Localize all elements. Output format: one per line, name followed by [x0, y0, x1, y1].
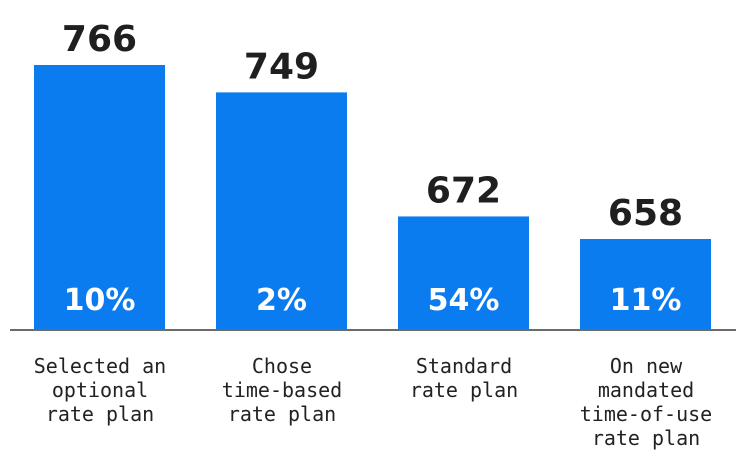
share-label-selected-optional: 10%: [64, 283, 136, 318]
bar-mandated-tou: [580, 239, 711, 329]
share-label-standard: 54%: [428, 283, 500, 318]
share-label-mandated-tou: 11%: [610, 283, 682, 318]
category-label-standard: Standard rate plan: [409, 354, 519, 402]
value-label-time-based: 749: [244, 46, 319, 87]
value-label-mandated-tou: 658: [608, 193, 683, 234]
bar-time-based: [216, 92, 347, 329]
category-label-selected-optional: Selected an optional rate plan: [33, 354, 167, 426]
share-label-time-based: 2%: [256, 283, 307, 318]
value-label-selected-optional: 766: [62, 19, 137, 60]
bar-standard: [398, 216, 529, 329]
bar-selected-optional: [34, 65, 165, 329]
category-label-time-based: Chose time-based rate plan: [221, 354, 343, 426]
value-label-standard: 672: [426, 170, 501, 211]
category-label-mandated-tou: On new mandated time-of-use rate plan: [579, 354, 713, 450]
